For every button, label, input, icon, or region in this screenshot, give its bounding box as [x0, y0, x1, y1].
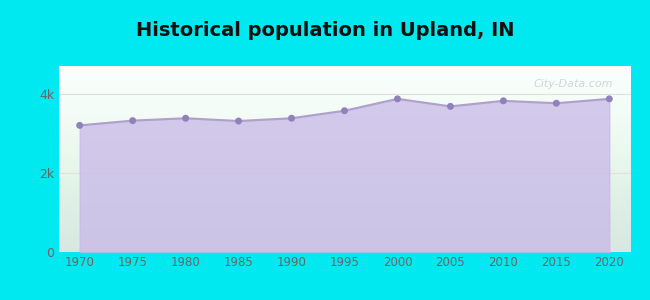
Point — [551, 101, 562, 106]
Point — [445, 104, 456, 109]
Point — [181, 116, 191, 121]
Point — [392, 96, 402, 101]
Point — [339, 108, 350, 113]
Point — [287, 116, 297, 121]
Point — [233, 118, 244, 123]
Point — [75, 123, 85, 128]
Text: Historical population in Upland, IN: Historical population in Upland, IN — [136, 21, 514, 40]
Point — [604, 96, 614, 101]
Text: City-Data.com: City-Data.com — [534, 79, 614, 89]
Point — [127, 118, 138, 123]
Point — [498, 98, 508, 103]
